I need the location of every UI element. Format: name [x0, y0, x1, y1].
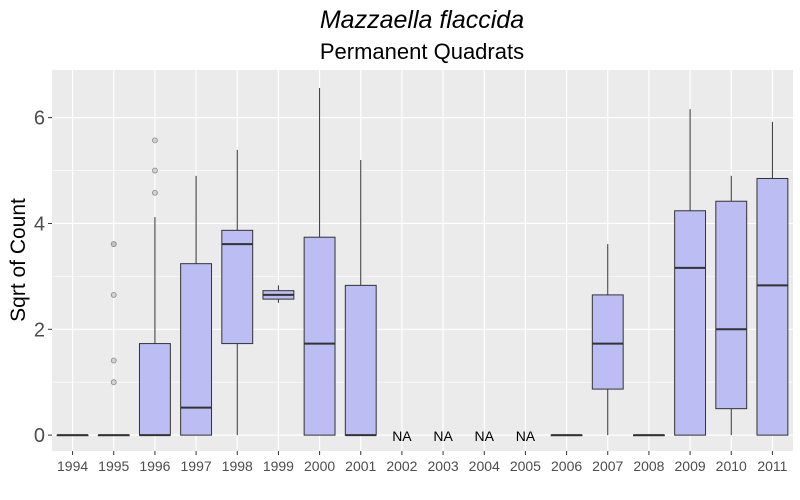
- box-2011: [756, 177, 789, 436]
- box-1996: [138, 343, 171, 436]
- x-tick-label: 1996: [139, 458, 170, 474]
- y-tick-label: 6: [34, 108, 45, 130]
- x-tick-label: 1994: [57, 458, 88, 474]
- plot-panel: [52, 70, 793, 451]
- y-tick-label: 4: [34, 213, 45, 235]
- chart-subtitle: Permanent Quadrats: [320, 39, 524, 64]
- box-2010: [715, 200, 748, 410]
- x-tick-label: 1997: [181, 458, 212, 474]
- x-tick-label: 1999: [263, 458, 294, 474]
- chart-title: Mazzaella flaccida: [320, 6, 524, 34]
- box-2001: [344, 284, 377, 436]
- x-tick-label: 2008: [633, 458, 664, 474]
- x-tick-label: 2010: [716, 458, 747, 474]
- outlier-point: [152, 137, 158, 144]
- x-tick-label: 2004: [469, 458, 500, 474]
- na-label: NA: [475, 428, 495, 444]
- box-1998: [221, 229, 254, 345]
- y-tick-label: 2: [34, 319, 45, 341]
- x-tick-label: 2001: [345, 458, 376, 474]
- outlier-point: [152, 167, 158, 174]
- box-2007: [591, 294, 624, 390]
- outlier-point: [152, 189, 158, 196]
- box-2009: [674, 210, 707, 436]
- y-tick-label: 0: [34, 425, 45, 447]
- x-tick-label: 2006: [551, 458, 582, 474]
- x-tick-label: 2002: [386, 458, 417, 474]
- box-1997: [180, 263, 213, 436]
- x-tick-label: 2003: [428, 458, 459, 474]
- na-label: NA: [516, 428, 536, 444]
- na-label: NA: [392, 428, 412, 444]
- x-tick-label: 1998: [222, 458, 253, 474]
- outlier-point: [110, 291, 117, 298]
- outlier-point: [110, 241, 117, 247]
- x-tick-label: 1995: [98, 458, 129, 474]
- box-2000: [303, 236, 336, 436]
- x-tick-label: 2005: [510, 458, 541, 474]
- na-label: NA: [433, 428, 453, 444]
- x-tick-label: 2007: [592, 458, 623, 474]
- x-tick-label: 2009: [675, 458, 706, 474]
- x-tick-label: 2000: [304, 458, 335, 474]
- outlier-point: [110, 357, 117, 364]
- outlier-point: [110, 379, 117, 386]
- y-axis-label: Sqrt of Count: [7, 198, 30, 322]
- x-tick-label: 2011: [757, 458, 787, 474]
- plot-area: 0 2 4 6 1994 1995 1996 1997 1998 1999 2000 2001 2002…: [34, 70, 793, 474]
